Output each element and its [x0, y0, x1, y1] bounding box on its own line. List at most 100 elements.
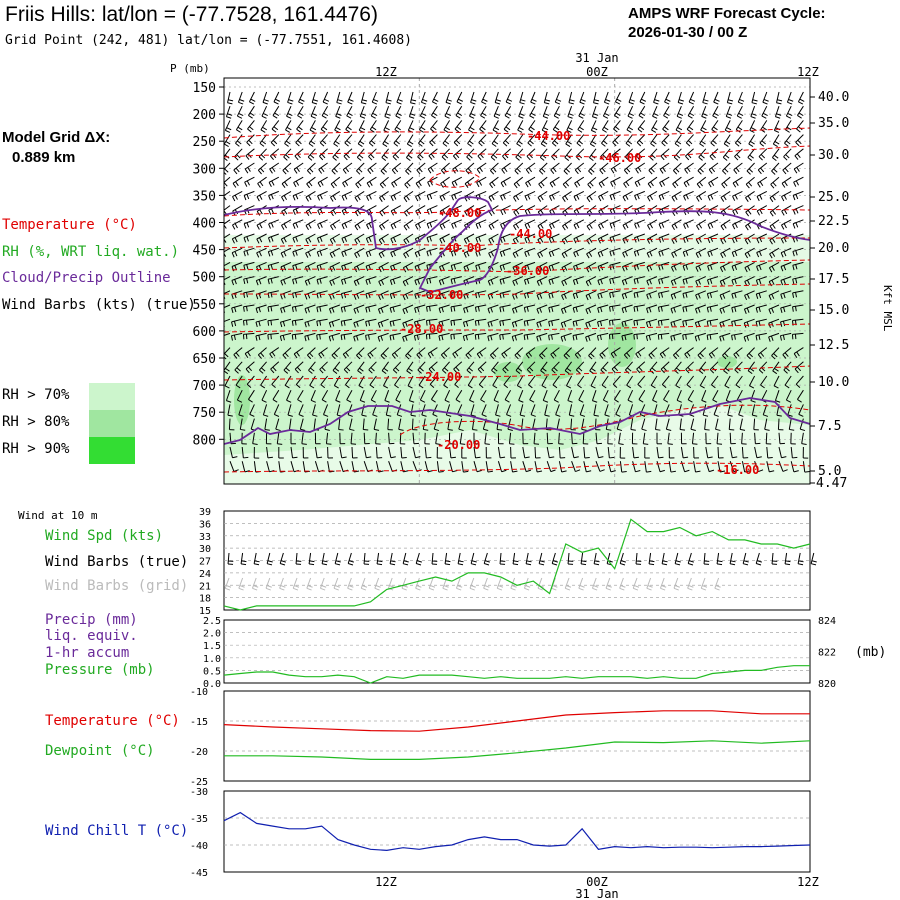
- upper-wind-barb: [281, 176, 292, 189]
- barb-feather: [319, 236, 323, 242]
- barb-feather: [330, 196, 334, 202]
- barb-staff: [700, 120, 707, 131]
- barb-staff: [356, 162, 365, 172]
- barb-feather: [269, 155, 274, 161]
- upper-wind-barb: [514, 162, 524, 175]
- barb-feather: [515, 156, 520, 161]
- barb-staff: [305, 219, 316, 226]
- barb-feather: [453, 334, 455, 340]
- legend-rh70: RH > 70%: [2, 387, 70, 403]
- barb-staff: [293, 176, 304, 183]
- barb-feather: [610, 168, 615, 174]
- barb-feather: [726, 116, 732, 119]
- barb-feather: [450, 456, 456, 459]
- upper-wind-barb: [698, 148, 707, 161]
- barb-feather: [224, 168, 229, 173]
- barb-feather: [728, 99, 734, 102]
- upper-wind-barb: [795, 134, 804, 147]
- barb-feather: [310, 140, 316, 145]
- upper-wind-barb: [429, 134, 438, 147]
- barb-staff: [578, 105, 585, 117]
- upper-wind-barb: [317, 190, 328, 201]
- barb-feather: [344, 222, 348, 228]
- barb-feather: [467, 143, 472, 147]
- barb-feather: [467, 168, 472, 173]
- barb-staff: [658, 190, 670, 197]
- upper-wind-barb: [293, 176, 304, 188]
- barb-feather: [502, 155, 507, 161]
- barb-feather: [692, 443, 698, 445]
- upper-wind-barb: [271, 120, 280, 133]
- barb-feather: [334, 154, 339, 159]
- barb-feather: [529, 115, 535, 119]
- barb-feather: [552, 142, 557, 147]
- upper-wind-barb: [659, 176, 670, 188]
- barb-staff: [602, 105, 609, 117]
- upper-wind-barb: [687, 105, 695, 119]
- barb-feather: [652, 115, 658, 119]
- barb-staff: [247, 120, 255, 130]
- pressure-tick-label: 400: [193, 217, 216, 232]
- upper-wind-barb: [360, 91, 368, 105]
- barb-feather: [720, 197, 725, 202]
- barb-feather: [659, 169, 664, 174]
- barb-feather: [794, 155, 799, 160]
- barb-feather: [747, 223, 752, 229]
- barb-feather: [565, 168, 570, 173]
- barb-feather: [384, 116, 390, 119]
- barb-staff: [518, 106, 524, 117]
- barb-feather: [685, 142, 691, 147]
- barb-staff: [415, 190, 426, 198]
- barb-staff: [470, 91, 475, 103]
- barb-staff: [403, 205, 414, 213]
- barb-feather: [369, 129, 375, 133]
- upper-wind-barb: [736, 105, 744, 119]
- barb-feather: [591, 129, 597, 133]
- kft-tick-label: 15.0: [818, 303, 849, 318]
- barb-feather: [232, 183, 237, 188]
- barb-feather: [330, 225, 334, 231]
- barb-staff: [676, 106, 682, 117]
- barb-feather: [639, 101, 645, 105]
- barb-staff: [622, 190, 633, 198]
- barb-staff: [760, 120, 768, 130]
- upper-wind-barb: [480, 105, 487, 119]
- upper-wind-barb: [733, 162, 743, 175]
- barb-feather: [524, 224, 528, 230]
- upper-wind-barb: [445, 91, 452, 105]
- barb-staff: [464, 233, 475, 240]
- barb-staff: [549, 176, 560, 184]
- barb-feather: [576, 194, 580, 200]
- barb-staff: [647, 219, 658, 226]
- barb-feather: [478, 180, 483, 186]
- barb-staff: [674, 134, 682, 144]
- barb-feather: [602, 140, 608, 145]
- upper-wind-barb: [737, 91, 745, 105]
- barb-staff: [683, 205, 694, 211]
- barb-feather: [283, 195, 288, 200]
- upper-wind-barb: [465, 162, 475, 175]
- barb-staff: [672, 176, 682, 185]
- barb-feather: [579, 126, 584, 131]
- barb-feather: [749, 129, 755, 133]
- barb-feather: [553, 140, 559, 145]
- upper-wind-barb: [469, 105, 476, 119]
- upper-wind-barb: [576, 134, 585, 147]
- barb-feather: [661, 180, 666, 186]
- barb-feather: [667, 443, 673, 445]
- barb-staff: [342, 176, 353, 184]
- barb-feather: [477, 155, 482, 161]
- barb-feather: [259, 181, 264, 187]
- barb-staff: [479, 120, 487, 130]
- barb-feather: [322, 126, 328, 131]
- barb-feather: [292, 237, 296, 243]
- barb-feather: [431, 139, 436, 145]
- upper-wind-barb: [634, 190, 645, 201]
- barb-feather: [342, 182, 346, 188]
- upper-wind-barb: [224, 134, 231, 148]
- upper-wind-barb: [297, 105, 304, 119]
- barb-feather: [295, 222, 299, 228]
- barb-staff: [639, 91, 646, 103]
- barb-feather: [746, 170, 751, 175]
- barb-feather: [469, 140, 474, 145]
